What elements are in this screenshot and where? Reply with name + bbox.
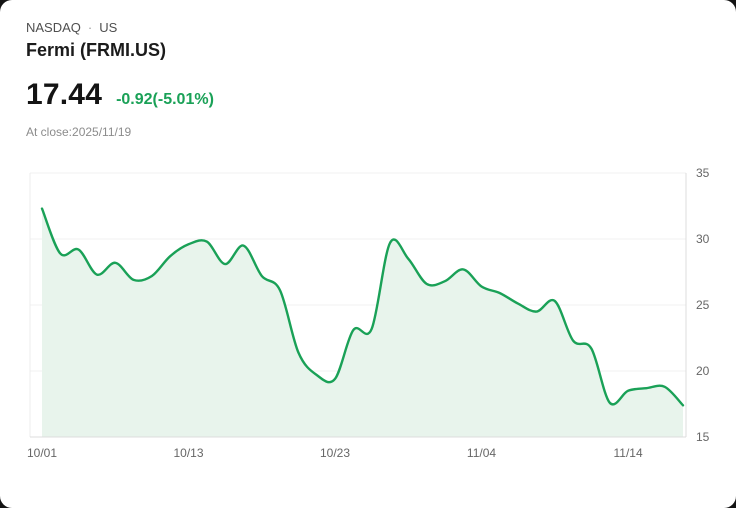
separator-dot: · — [87, 20, 93, 35]
stock-title: Fermi (FRMI.US) — [26, 40, 167, 60]
price-chart[interactable]: 35 30 25 20 15 10/01 10/13 10/23 11/04 11/14 — [0, 161, 736, 463]
price-change: -0.92(-5.01%) — [116, 91, 214, 108]
close-note: At close:2025/11/19 — [26, 125, 132, 139]
x-axis-label: 10/13 — [173, 446, 203, 460]
y-axis-label: 35 — [696, 166, 710, 180]
x-axis-label: 10/01 — [27, 446, 57, 460]
x-axis-label: 11/14 — [614, 446, 643, 460]
quote-header: NASDAQ · US Fermi (FRMI.US) 17.44 -0.92(… — [0, 20, 736, 139]
exchange-label: NASDAQ — [26, 20, 81, 35]
exchange-line: NASDAQ · US — [26, 20, 710, 35]
y-axis-label: 15 — [696, 430, 710, 444]
y-axis-label: 30 — [696, 232, 710, 246]
region-label: US — [99, 20, 118, 35]
price-line — [40, 207, 685, 407]
x-axis-label: 11/04 — [467, 446, 496, 460]
price-chart-svg[interactable]: 35 30 25 20 15 10/01 10/13 10/23 11/04 11/14 — [16, 161, 720, 463]
y-axis-label: 20 — [696, 364, 710, 378]
last-price: 17.44 — [26, 78, 103, 111]
area-fill — [42, 208, 683, 437]
x-axis-label: 10/23 — [320, 446, 350, 460]
y-axis-label: 25 — [696, 298, 710, 312]
price-row: 17.44 -0.92(-5.01%) — [26, 78, 710, 112]
